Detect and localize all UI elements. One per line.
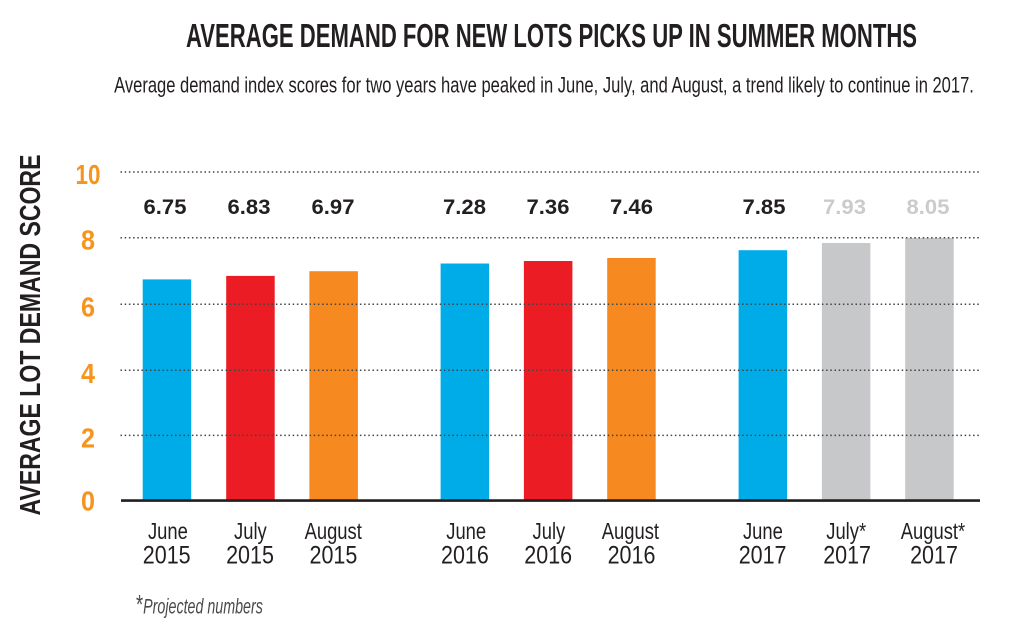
svg-text:2017: 2017 <box>739 541 787 569</box>
svg-text:8.05: 8.05 <box>907 195 950 218</box>
svg-text:August: August <box>602 519 659 544</box>
svg-text:August: August <box>305 519 362 544</box>
svg-text:7.36: 7.36 <box>527 195 570 218</box>
svg-text:6: 6 <box>81 291 95 323</box>
svg-text:June: June <box>148 519 188 544</box>
svg-text:*Projected numbers: *Projected numbers <box>136 589 263 619</box>
svg-text:June: June <box>743 519 783 544</box>
svg-text:0: 0 <box>81 485 95 517</box>
svg-text:July*: July* <box>826 519 866 544</box>
svg-text:2015: 2015 <box>143 541 191 569</box>
svg-text:2016: 2016 <box>441 541 489 569</box>
svg-text:2: 2 <box>81 422 95 454</box>
svg-text:7.28: 7.28 <box>443 195 486 218</box>
svg-text:Average demand index scores fo: Average demand index scores for two year… <box>114 73 974 98</box>
svg-text:July: July <box>234 519 267 544</box>
svg-text:2015: 2015 <box>310 541 358 569</box>
svg-text:6.83: 6.83 <box>228 195 271 218</box>
svg-text:AVERAGE LOT DEMAND SCORE: AVERAGE LOT DEMAND SCORE <box>13 155 46 516</box>
svg-text:4: 4 <box>81 358 95 390</box>
svg-text:2016: 2016 <box>524 541 572 569</box>
svg-text:2015: 2015 <box>226 541 274 569</box>
svg-text:7.46: 7.46 <box>610 195 653 218</box>
svg-text:8: 8 <box>81 224 95 256</box>
svg-text:7.85: 7.85 <box>743 195 786 218</box>
svg-text:August*: August* <box>901 519 965 544</box>
svg-text:July: July <box>533 519 566 544</box>
svg-text:AVERAGE DEMAND FOR NEW LOTS PI: AVERAGE DEMAND FOR NEW LOTS PICKS UP IN … <box>186 18 917 54</box>
svg-text:6.75: 6.75 <box>144 195 187 218</box>
svg-text:2016: 2016 <box>608 541 656 569</box>
svg-text:2017: 2017 <box>910 541 958 569</box>
svg-text:10: 10 <box>76 160 101 191</box>
svg-text:June: June <box>446 519 486 544</box>
svg-text:2017: 2017 <box>823 541 871 569</box>
svg-text:7.93: 7.93 <box>823 195 866 218</box>
svg-text:6.97: 6.97 <box>312 195 355 218</box>
